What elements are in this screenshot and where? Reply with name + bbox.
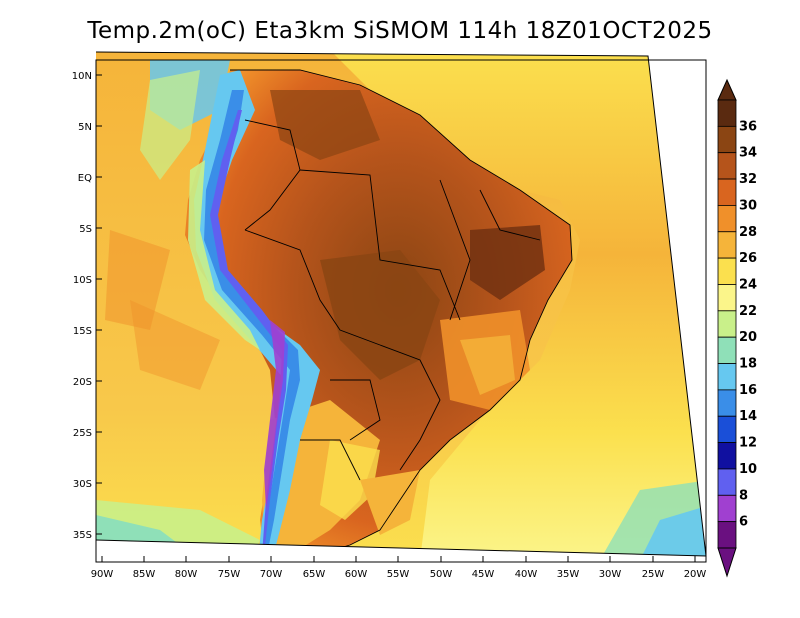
argentina-mild-field (320, 440, 380, 520)
colorbar-segment (717, 389, 737, 417)
axis-frame (95, 59, 707, 563)
lon-label-50w: 50W (430, 569, 453, 580)
lon-label-45w: 45W (472, 569, 495, 580)
colorbar-segment (717, 363, 737, 391)
lon-label-60w: 60W (345, 569, 368, 580)
colorbar-segment (717, 442, 737, 470)
colorbar-label: 26 (739, 251, 757, 266)
lon-label-85w: 85W (133, 569, 156, 580)
colorbar-label: 20 (739, 330, 757, 345)
warm-patch-pacific (105, 230, 170, 330)
lon-label-35w: 35W (557, 569, 580, 580)
colorbar-segment (717, 284, 737, 312)
southeast-brazil-mild (460, 335, 515, 395)
lat-label-eq: EQ (78, 173, 92, 184)
colorbar-label: 32 (739, 172, 757, 187)
colorbar-label: 36 (739, 119, 757, 134)
colorbar-label: 10 (739, 462, 757, 477)
lon-label-80w: 80W (175, 569, 198, 580)
colorbar-segment (717, 152, 737, 180)
lat-label-5s: 5S (79, 224, 92, 235)
colorbar-bottom-arrow (717, 547, 737, 578)
colorbar-segment (717, 415, 737, 443)
warm-patch-pacific-2 (130, 300, 220, 390)
colorbar-segment (717, 125, 737, 154)
lat-label-15s: 15S (73, 326, 92, 337)
longitude-axis: 90W 85W 80W 75W 70W 65W 60W 55W 50W 45W … (91, 556, 707, 580)
colorbar-label: 12 (739, 436, 757, 451)
map-title: Temp.2m(oC) Eta3km SiSMOM 114h 18Z01OCT2… (87, 18, 713, 44)
country-borders (230, 69, 573, 556)
colorbar-segment (717, 336, 737, 364)
lat-label-10n: 10N (72, 71, 92, 82)
colorbar-segment (717, 494, 737, 523)
colombia-coastal-strip (140, 70, 200, 180)
lat-label-25s: 25S (73, 428, 92, 439)
colorbar-label: 22 (739, 304, 757, 319)
lon-label-30w: 30W (599, 569, 622, 580)
lat-label-35s: 35S (73, 530, 92, 541)
hot-core-northeast (470, 225, 545, 300)
lon-label-90w: 90W (91, 569, 114, 580)
atlantic-ocean-field (330, 52, 706, 556)
lat-label-30s: 30S (73, 479, 92, 490)
colorbar-segment (717, 310, 737, 338)
colorbar-segment (717, 178, 737, 206)
lon-label-20w: 20W (684, 569, 707, 580)
hot-core-central (320, 250, 440, 380)
lat-label-10s: 10S (73, 275, 92, 286)
lon-label-65w: 65W (303, 569, 326, 580)
pacific-coastal-strip (188, 160, 260, 350)
hot-core-north (270, 90, 380, 160)
colorbar-label: 30 (739, 198, 757, 213)
lon-label-40w: 40W (515, 569, 538, 580)
colorbar-segment (717, 468, 737, 496)
lon-label-70w: 70W (260, 569, 283, 580)
colorbar-label: 28 (739, 225, 757, 240)
colorbar-label: 18 (739, 357, 757, 372)
andes-peak-band (264, 320, 285, 510)
cool-patch-south-atlantic-2 (640, 505, 706, 556)
lon-label-55w: 55W (387, 569, 410, 580)
colorbar-segment (717, 99, 737, 127)
map-frame (95, 51, 707, 557)
latitude-axis: 10N 5N EQ 5S 10S 15S 20S 25S 30S 35S (72, 71, 102, 541)
lat-label-20s: 20S (73, 377, 92, 388)
colorbar-label: 24 (739, 277, 757, 292)
colorbar-label: 6 (739, 515, 748, 530)
colorbar-top-arrow (717, 78, 737, 101)
lon-label-75w: 75W (218, 569, 241, 580)
colorbar-label: 14 (739, 409, 757, 424)
lat-label-5n: 5N (78, 122, 92, 133)
colorbar-label: 34 (739, 146, 757, 161)
uruguay-field (360, 470, 420, 535)
colorbar-label: 8 (739, 488, 748, 503)
lon-label-25w: 25W (642, 569, 665, 580)
colorbar-segment (717, 257, 737, 285)
colorbar-segment (717, 231, 737, 259)
colorbar-segment (717, 521, 737, 549)
map-field (96, 52, 706, 556)
colorbar-label: 16 (739, 383, 757, 398)
colorbar-segment (717, 205, 737, 233)
colorbar: 36 34 32 30 28 26 24 22 20 18 16 14 12 10 8 6 (717, 78, 757, 578)
